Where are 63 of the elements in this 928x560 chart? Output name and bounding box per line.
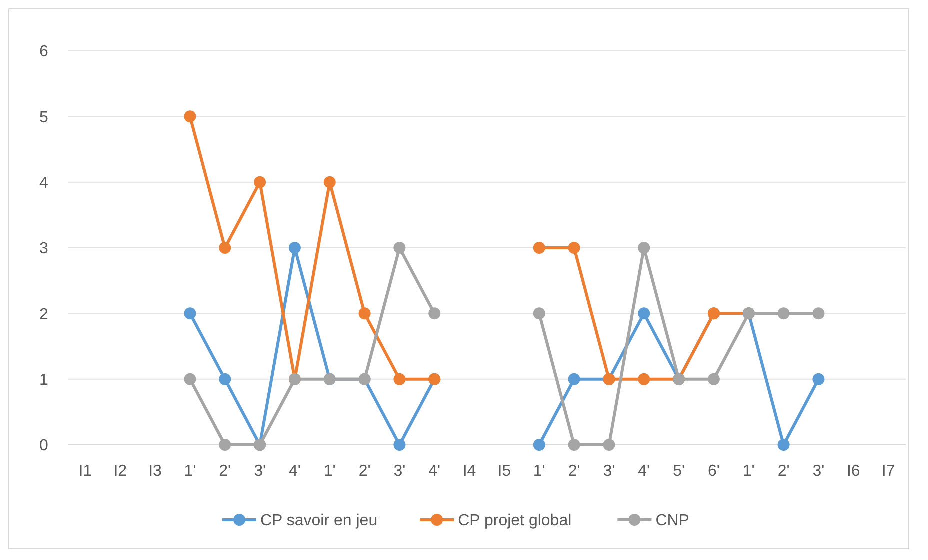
point bbox=[568, 373, 580, 386]
point bbox=[184, 110, 196, 123]
x-tick-label: 1' bbox=[184, 463, 196, 480]
x-tick-label: I1 bbox=[78, 463, 92, 480]
point bbox=[254, 176, 266, 188]
point bbox=[778, 308, 790, 320]
legend-label: CP projet global bbox=[458, 512, 572, 530]
point bbox=[394, 373, 406, 386]
x-tick-label: 2' bbox=[778, 463, 790, 480]
x-tick-label: 5' bbox=[673, 463, 686, 480]
y-tick-label: 4 bbox=[40, 174, 49, 192]
point bbox=[778, 439, 790, 451]
point bbox=[603, 439, 616, 451]
x-tick-label: 2' bbox=[358, 463, 371, 480]
x-tick-label: 4' bbox=[288, 463, 301, 480]
x-tick-label: 3' bbox=[254, 463, 266, 480]
point bbox=[568, 242, 580, 254]
point bbox=[638, 308, 650, 320]
x-tick-label: 4' bbox=[428, 463, 441, 480]
point bbox=[219, 373, 232, 386]
point bbox=[184, 308, 196, 320]
x-tick-label: 1' bbox=[533, 463, 546, 480]
point bbox=[394, 439, 406, 451]
x-tick-label: I5 bbox=[498, 463, 512, 480]
point bbox=[219, 439, 232, 451]
x-tick-label: I7 bbox=[882, 463, 896, 480]
point bbox=[324, 176, 336, 188]
x-tick-label: 3' bbox=[812, 463, 825, 480]
y-tick-label: 0 bbox=[40, 438, 49, 455]
point bbox=[638, 242, 650, 254]
y-tick-label: 1 bbox=[40, 372, 49, 389]
x-tick-label: 2' bbox=[219, 463, 232, 480]
point bbox=[708, 373, 720, 386]
point bbox=[568, 439, 580, 451]
point bbox=[358, 308, 371, 320]
legend-label: CNP bbox=[656, 512, 690, 530]
x-tick-label: I4 bbox=[462, 463, 476, 480]
point bbox=[812, 308, 825, 320]
point bbox=[533, 242, 546, 254]
point bbox=[219, 242, 232, 254]
point bbox=[812, 373, 825, 386]
y-tick-label: 3 bbox=[40, 240, 49, 258]
y-tick-label: 2 bbox=[40, 306, 49, 324]
y-tick-label: 5 bbox=[40, 109, 49, 126]
x-tick-label: 3' bbox=[603, 463, 616, 480]
point bbox=[638, 373, 650, 386]
x-tick-label: 4' bbox=[638, 463, 650, 480]
point bbox=[533, 439, 546, 451]
point bbox=[184, 373, 196, 386]
point bbox=[394, 242, 406, 254]
point bbox=[533, 308, 546, 320]
point bbox=[428, 308, 441, 320]
x-tick-label: I6 bbox=[846, 463, 860, 480]
legend-label: CP savoir en jeu bbox=[260, 512, 378, 530]
x-tick-label: I2 bbox=[114, 463, 128, 480]
point bbox=[288, 242, 301, 254]
x-tick-label: 1' bbox=[742, 463, 755, 480]
x-tick-label: I3 bbox=[148, 463, 162, 480]
x-tick-label: 6' bbox=[708, 463, 720, 480]
y-tick-label: 6 bbox=[40, 44, 49, 61]
x-tick-label: 2' bbox=[568, 463, 580, 480]
x-tick-label: 3' bbox=[394, 463, 406, 480]
x-tick-label: 1' bbox=[324, 463, 336, 480]
